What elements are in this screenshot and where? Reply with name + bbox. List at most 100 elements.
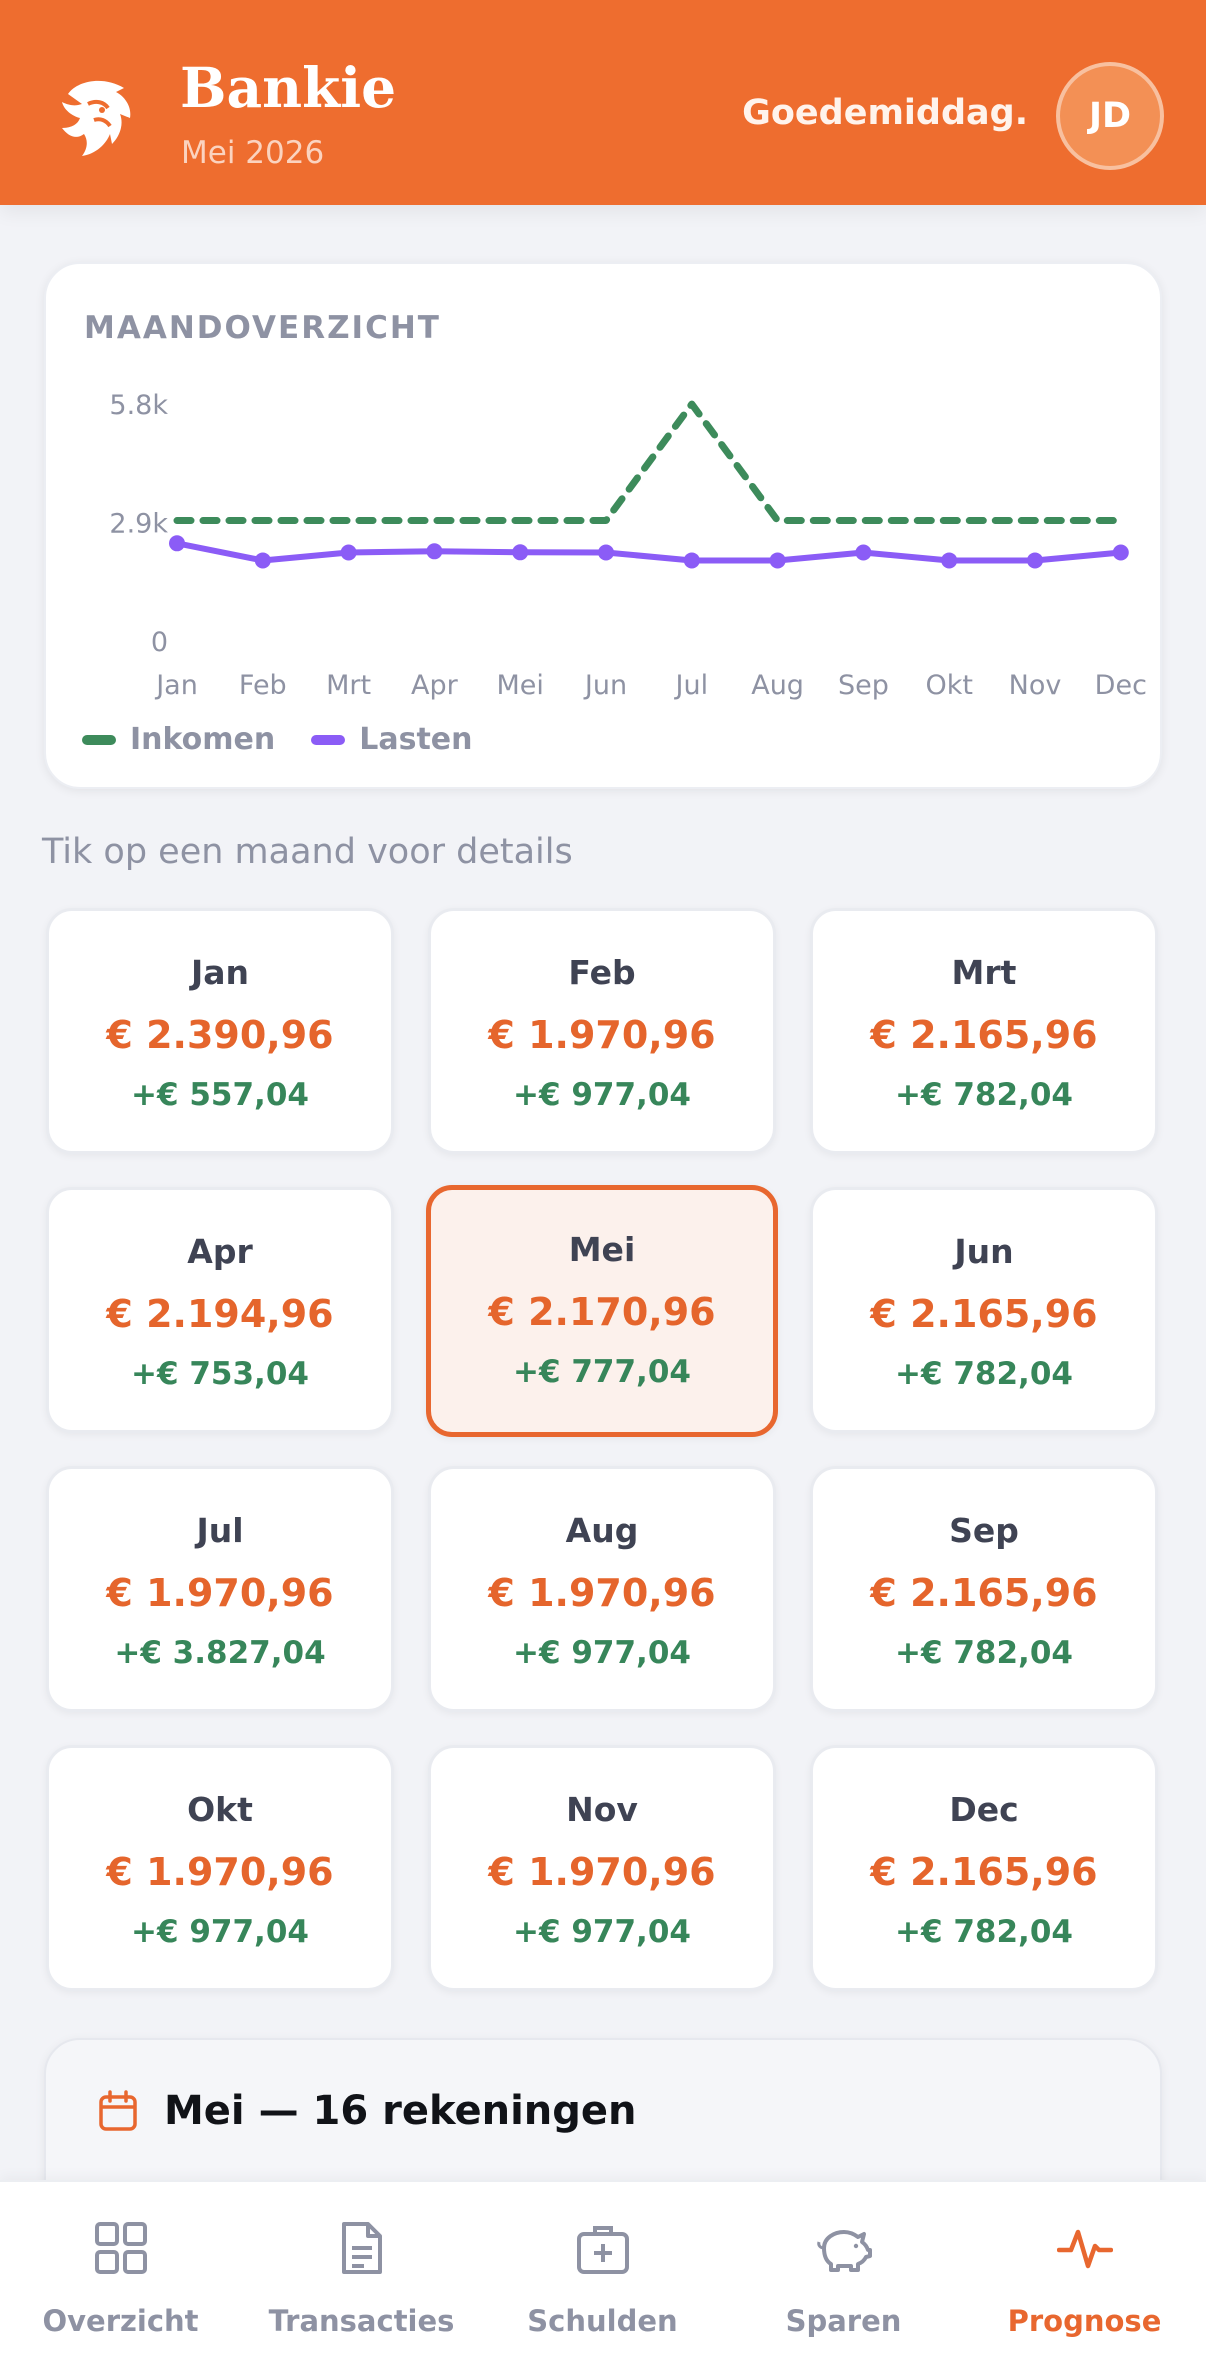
chart-legend: Inkomen Lasten [82,722,509,757]
y-tick-label: 0 [151,627,168,658]
month-name: Jan [190,953,250,992]
x-tick-label: Dec [1095,670,1147,701]
legend-swatch-lasten [311,734,346,745]
legend-label-inkomen: Inkomen [130,722,276,757]
piggy-bank-icon [816,2230,872,2272]
month-name: Jul [196,1511,244,1550]
month-net: +€ 977,04 [513,1635,691,1671]
x-tick-label: Okt [925,670,972,701]
month-card-apr[interactable]: Apr € 2.194,96 +€ 753,04 [46,1187,394,1433]
month-cost: € 2.170,96 [488,1290,716,1334]
data-point-lasten[interactable] [1027,552,1043,569]
nav-label-transacties: Transacties [268,2304,455,2338]
x-tick-label: Jan [154,670,198,701]
x-tick-label: Aug [751,670,804,701]
pulse-icon [1056,2229,1113,2269]
month-cost: € 2.390,96 [106,1013,334,1057]
app-title: Bankie [180,55,397,120]
x-tick-label: Mei [496,670,543,701]
legend-item-inkomen: Inkomen [82,722,275,757]
month-card-jun[interactable]: Jun € 2.165,96 +€ 782,04 [810,1187,1158,1433]
month-net: +€ 782,04 [895,1635,1073,1671]
y-tick-label: 5.8k [109,390,168,421]
data-point-lasten[interactable] [769,552,786,569]
month-card-mrt[interactable]: Mrt € 2.165,96 +€ 782,04 [810,908,1158,1154]
month-name: Feb [568,953,636,992]
data-point-lasten[interactable] [598,544,614,561]
monthly-overview-card: MAANDOVERZICHT 0 2.9k 5.8k Jan Feb Mrt Apr Mei J… [44,262,1162,789]
month-name: Aug [565,1511,639,1550]
overview-heading: MAANDOVERZICHT [84,310,441,346]
data-point-lasten[interactable] [941,552,958,569]
month-card-jul[interactable]: Jul € 1.970,96 +€ 3.827,04 [46,1466,394,1712]
month-name: Mei [568,1230,636,1269]
month-net: +€ 3.827,04 [114,1635,326,1671]
data-point-lasten[interactable] [512,544,529,561]
month-card-okt[interactable]: Okt € 1.970,96 +€ 977,04 [46,1745,394,1991]
series-line-inkomen [173,400,1125,525]
month-net: +€ 777,04 [513,1354,691,1390]
month-card-dec[interactable]: Dec € 2.165,96 +€ 782,04 [810,1745,1158,1991]
grid-icon [94,2222,147,2274]
legend-swatch-inkomen [82,734,116,745]
month-name: Nov [566,1790,638,1829]
bills-title: Mei — 16 rekeningen [164,2088,637,2134]
data-point-lasten[interactable] [254,552,271,569]
bottom-navigation: Overzicht Transacties Schulden [0,2180,1206,2377]
y-tick-label: 2.9k [109,509,168,540]
document-icon [341,2222,382,2274]
month-net: +€ 977,04 [513,1914,691,1950]
month-cost: € 2.165,96 [870,1013,1098,1057]
x-tick-label: Mrt [326,670,371,701]
medical-kit-icon [576,2226,629,2274]
month-net: +€ 782,04 [895,1356,1073,1392]
tap-hint: Tik op een maand voor details [42,832,573,872]
monthly-line-chart: 0 2.9k 5.8k Jan Feb Mrt Apr Mei Jun Jul Aug Sep Okt N… [109,390,1147,701]
nav-item-transacties[interactable]: Transacties [241,2182,482,2377]
legend-label-lasten: Lasten [359,722,473,757]
month-card-feb[interactable]: Feb € 1.970,96 +€ 977,04 [428,908,776,1154]
data-point-lasten[interactable] [683,552,700,569]
x-tick-label: Feb [239,670,287,701]
x-tick-label: Sep [838,670,889,701]
data-point-lasten[interactable] [855,544,872,561]
tiger-logo-icon [62,80,131,156]
nav-label-overzicht: Overzicht [42,2304,199,2338]
month-net: +€ 782,04 [895,1914,1073,1950]
x-tick-label: Apr [411,670,459,701]
greeting: Goedemiddag. [742,93,1028,133]
month-card-nov[interactable]: Nov € 1.970,96 +€ 977,04 [428,1745,776,1991]
month-net: +€ 782,04 [895,1077,1073,1113]
data-point-lasten[interactable] [340,544,357,561]
month-card-sep[interactable]: Sep € 2.165,96 +€ 782,04 [810,1466,1158,1712]
data-point-lasten[interactable] [169,535,185,552]
legend-item-lasten: Lasten [311,722,473,757]
month-name: Mrt [951,953,1017,992]
month-card-aug[interactable]: Aug € 1.970,96 +€ 977,04 [428,1466,776,1712]
nav-label-prognose: Prognose [1007,2304,1162,2338]
month-net: +€ 557,04 [131,1077,309,1113]
x-tick-label: Jun [583,670,627,701]
month-card-mei[interactable]: Mei € 2.170,96 +€ 777,04 [426,1185,778,1437]
nav-label-schulden: Schulden [527,2304,678,2338]
month-name: Dec [949,1790,1019,1829]
month-name: Okt [187,1790,253,1829]
nav-item-prognose[interactable]: Prognose [964,2182,1205,2377]
x-tick-label: Nov [1009,670,1062,701]
month-net: +€ 977,04 [513,1077,691,1113]
avatar[interactable]: JD [1056,62,1164,170]
data-point-lasten[interactable] [1112,544,1129,561]
month-net: +€ 753,04 [131,1356,309,1392]
calendar-icon [99,2090,137,2131]
data-point-lasten[interactable] [426,543,443,560]
month-cost: € 2.194,96 [106,1292,334,1336]
month-card-jan[interactable]: Jan € 2.390,96 +€ 557,04 [46,908,394,1154]
nav-item-overzicht[interactable]: Overzicht [0,2182,241,2377]
month-cost: € 2.165,96 [870,1850,1098,1894]
nav-item-schulden[interactable]: Schulden [482,2182,723,2377]
month-cost: € 1.970,96 [488,1571,716,1615]
month-cost: € 1.970,96 [106,1850,334,1894]
series-line-lasten [174,540,1124,564]
nav-item-sparen[interactable]: Sparen [723,2182,964,2377]
